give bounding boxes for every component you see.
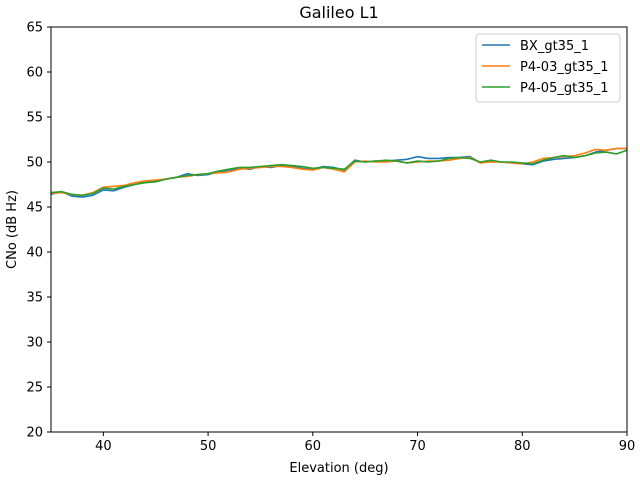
series-layer xyxy=(51,147,627,198)
y-tick-label: 60 xyxy=(26,66,43,81)
legend-box xyxy=(475,33,621,103)
legend-label: P4-03_gt35_1 xyxy=(520,60,609,75)
x-axis: 40 50 60 70 80 90 xyxy=(95,432,635,454)
y-axis: 20 25 30 35 40 45 50 55 60 65 xyxy=(26,21,51,441)
y-tick-label: 25 xyxy=(26,381,43,396)
legend-label: P4-05_gt35_1 xyxy=(520,81,609,96)
series-line-3 xyxy=(51,149,627,197)
y-tick-label: 30 xyxy=(26,336,43,351)
y-tick-label: 50 xyxy=(26,156,43,171)
x-tick-label: 50 xyxy=(200,439,217,454)
x-tick-label: 80 xyxy=(514,439,531,454)
legend-label: BX_gt35_1 xyxy=(520,39,589,54)
x-tick-label: 90 xyxy=(619,439,636,454)
y-tick-label: 45 xyxy=(26,201,43,216)
x-tick-label: 60 xyxy=(305,439,322,454)
y-tick-label: 55 xyxy=(26,111,43,126)
plot-border xyxy=(50,26,628,433)
chart-title: Galileo L1 xyxy=(299,3,378,22)
x-tick-label: 40 xyxy=(95,439,112,454)
y-axis-label: CNo (dB Hz) xyxy=(5,190,20,269)
legend: BX_gt35_1 P4-03_gt35_1 P4-05_gt35_1 xyxy=(475,33,621,103)
x-axis-label: Elevation (deg) xyxy=(289,461,388,476)
x-tick-label: 70 xyxy=(409,439,426,454)
series-line-2 xyxy=(51,147,627,197)
y-tick-label: 65 xyxy=(26,21,43,36)
y-tick-label: 35 xyxy=(26,291,43,306)
y-tick-label: 20 xyxy=(26,426,43,441)
y-tick-label: 40 xyxy=(26,246,43,261)
